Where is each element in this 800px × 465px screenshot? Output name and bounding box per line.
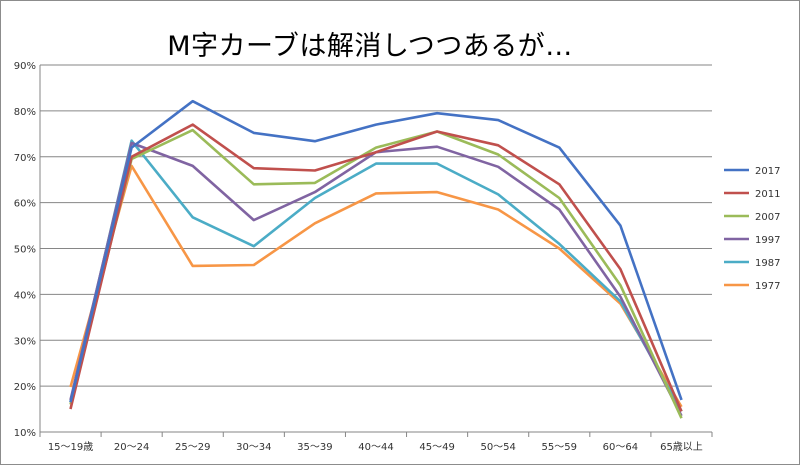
x-axis-ticks: 15～19歳 20～24 25～29 30～34 35～39 40～44 45～49 50～5… <box>39 432 713 453</box>
chart-title: M字カーブは解消しつつあるが… <box>167 31 573 62</box>
y-tick-label: 60% <box>14 199 36 210</box>
legend-label-2011: 2011 <box>755 189 780 200</box>
series-line-2017 <box>69 99 683 403</box>
legend-label-1977: 1977 <box>755 281 780 292</box>
y-tick-label: 50% <box>14 245 36 256</box>
legend: 2017 2011 2007 1997 1987 1977 <box>724 166 780 292</box>
y-tick-label: 80% <box>14 107 36 118</box>
series-line-1987 <box>69 139 683 413</box>
x-tick-label: 45～49 <box>419 442 454 453</box>
x-tick-label: 25～29 <box>175 442 210 453</box>
x-tick-label: 60～64 <box>603 442 638 453</box>
legend-label-2007: 2007 <box>755 212 780 223</box>
y-tick-label: 90% <box>14 61 36 72</box>
x-tick-label: 15～19歳 <box>48 441 93 453</box>
x-tick-label: 40～44 <box>358 442 393 453</box>
x-tick-label: 30～34 <box>236 442 271 453</box>
y-tick-label: 20% <box>14 382 36 393</box>
y-axis-ticks: 10% 20% 30% 40% 50% 60% 70% 80% 90% <box>14 61 36 439</box>
x-tick-label: 35～39 <box>297 442 332 453</box>
series-line-2007 <box>69 128 683 419</box>
series-line-2011 <box>69 123 683 412</box>
grid-lines <box>39 64 712 433</box>
y-tick-label: 40% <box>14 290 36 301</box>
x-tick-label: 65歳以上 <box>660 441 703 453</box>
legend-label-1987: 1987 <box>755 258 780 269</box>
y-tick-label: 70% <box>14 153 36 164</box>
x-tick-label: 55～59 <box>542 442 577 453</box>
series-line-1997 <box>69 141 683 417</box>
y-tick-label: 10% <box>14 428 36 439</box>
y-tick-label: 30% <box>14 336 36 347</box>
legend-label-1997: 1997 <box>755 235 780 246</box>
legend-label-2017: 2017 <box>755 166 780 177</box>
series-lines <box>69 99 683 419</box>
x-tick-label: 20～24 <box>114 442 149 453</box>
series-line-1977 <box>69 164 683 408</box>
x-tick-label: 50～54 <box>480 442 515 453</box>
